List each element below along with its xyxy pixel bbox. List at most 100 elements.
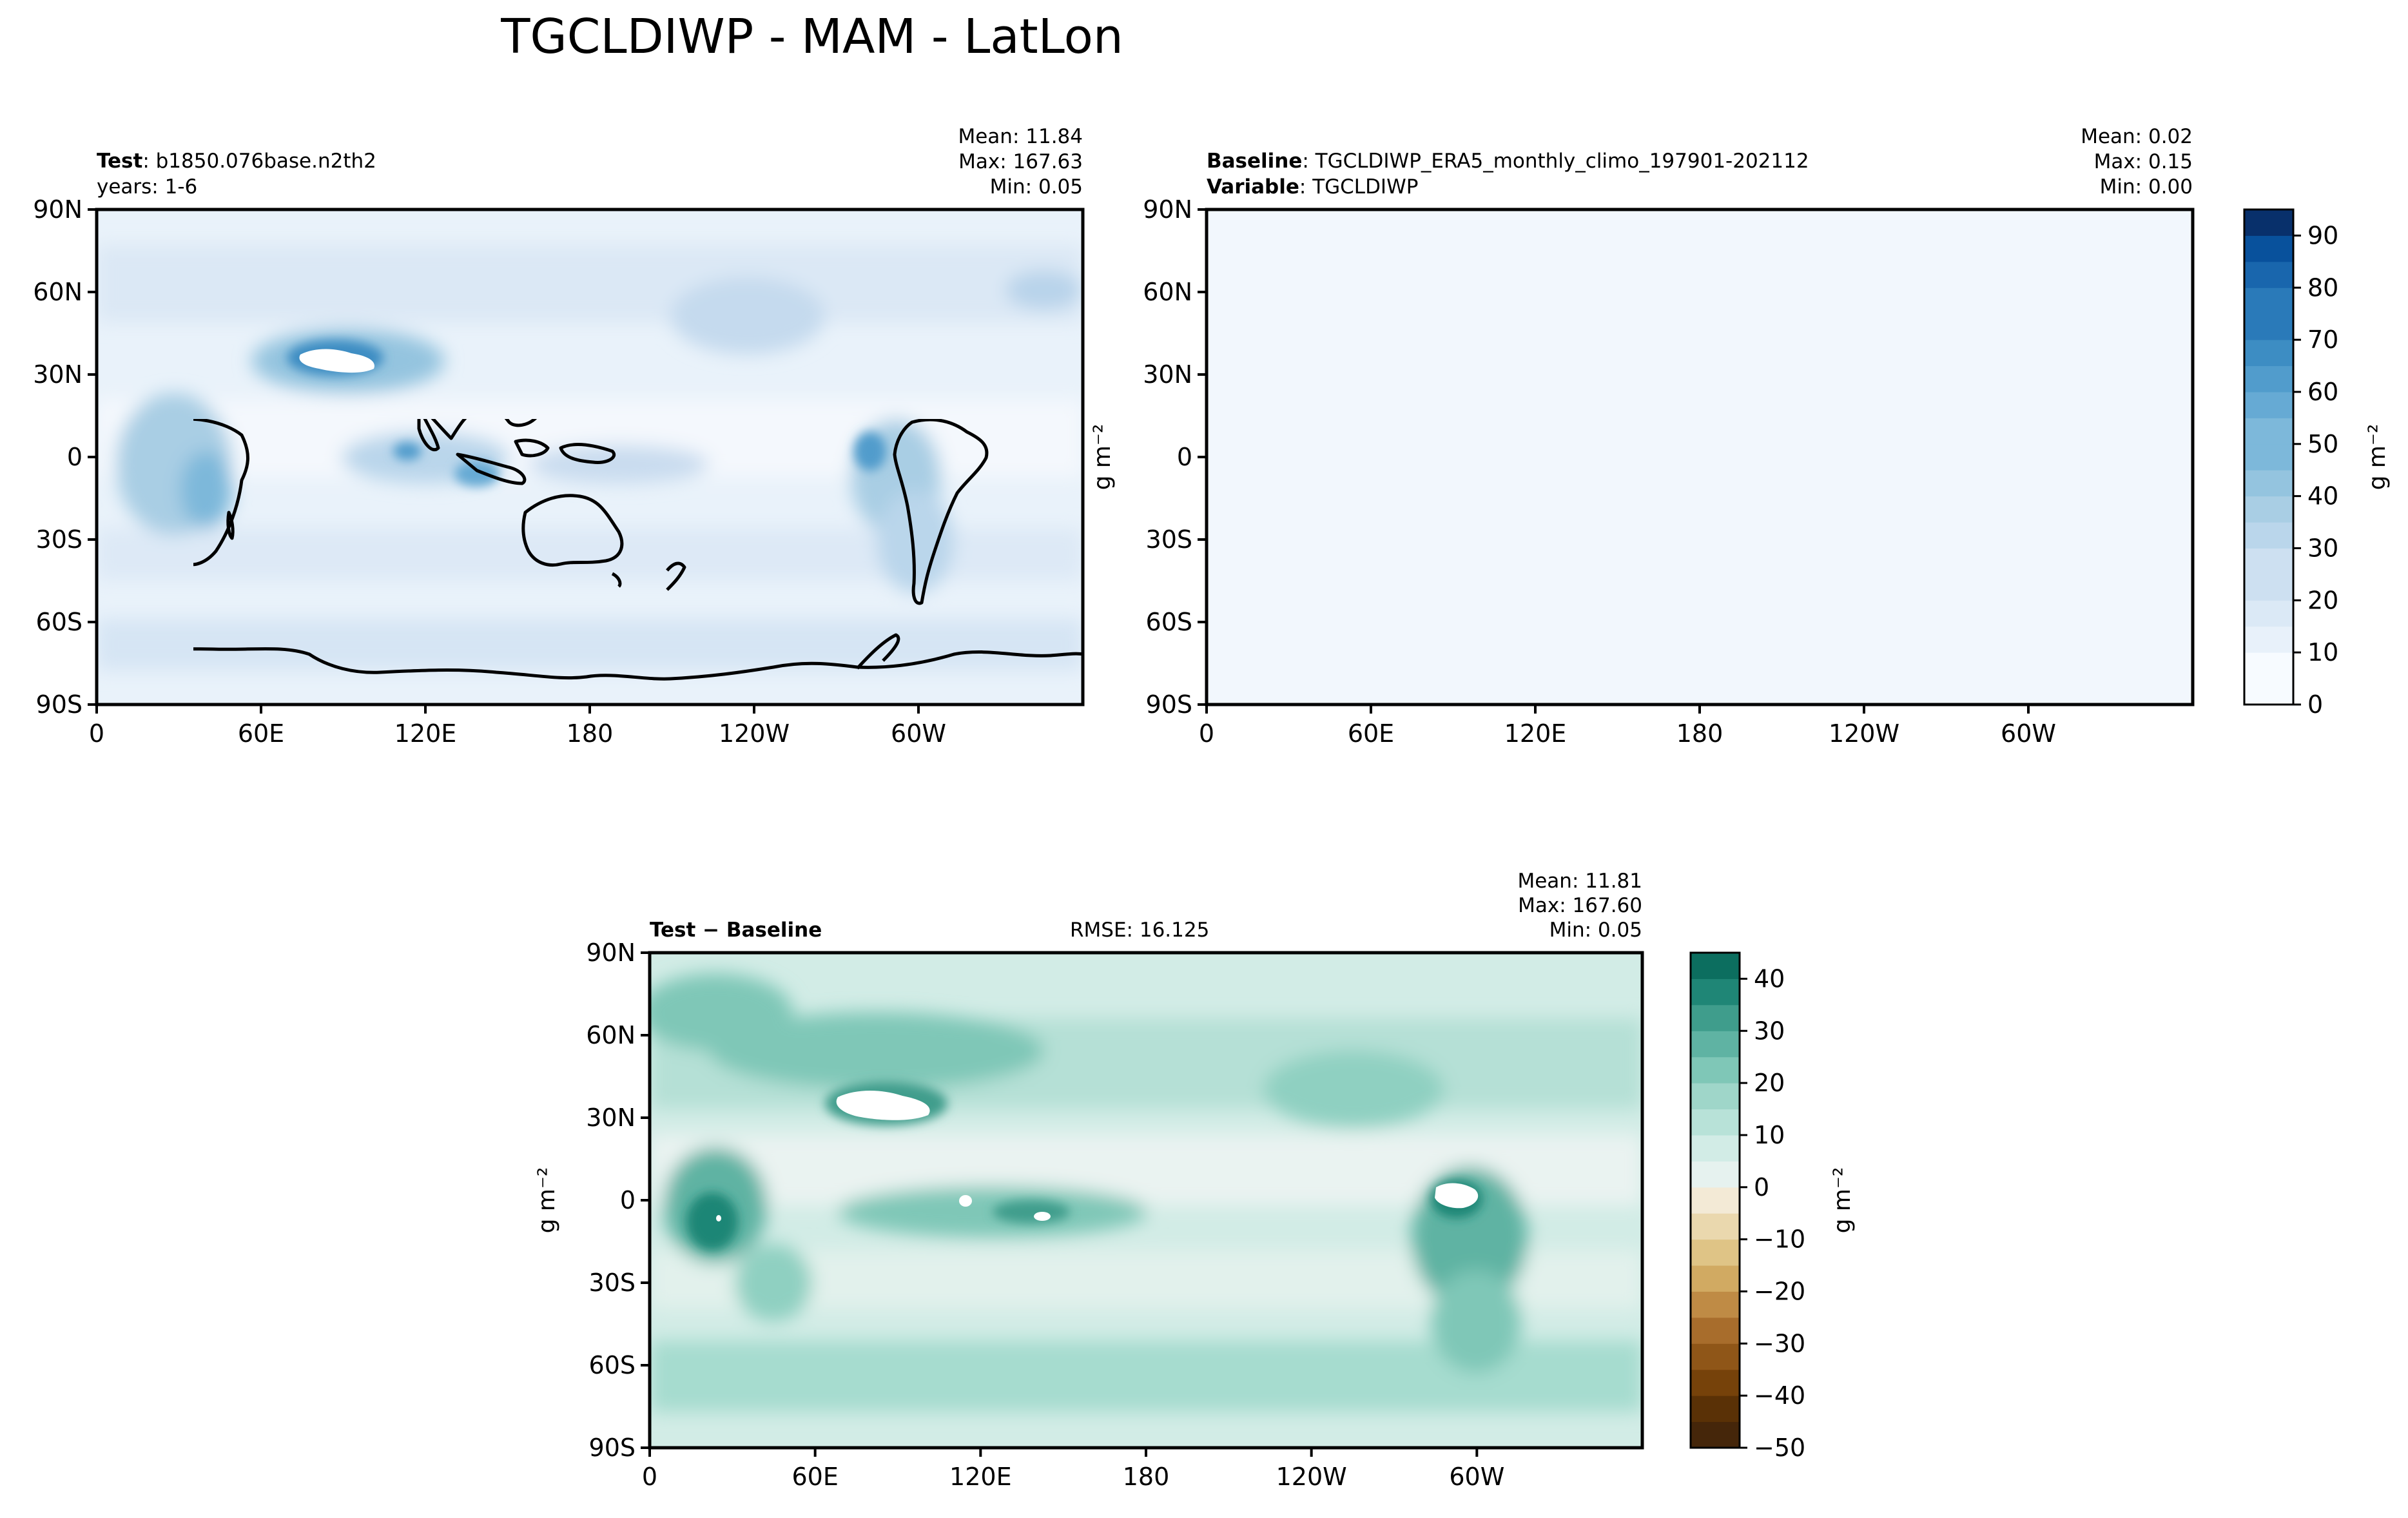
colorbar-top-tick-label: 90 xyxy=(2307,221,2338,249)
colorbar-top-cell xyxy=(2244,391,2293,418)
lon-tick-label: 60W xyxy=(891,719,946,748)
lat-tick-label: 90S xyxy=(589,1434,636,1462)
panel-baseline-label: Baseline: TGCLDIWP_ERA5_monthly_climo_19… xyxy=(1207,150,1809,173)
panel-baseline-ylabel: g m⁻² xyxy=(1089,424,1116,491)
colorbar-top-tick-label: 20 xyxy=(2307,586,2338,614)
lon-tick-label: 60W xyxy=(1449,1463,1504,1491)
colorbar-top-tick-label: 50 xyxy=(2307,430,2338,458)
colorbar-top-tick-label: 60 xyxy=(2307,378,2338,406)
lon-tick-label: 120W xyxy=(1276,1463,1347,1491)
panel-diff-min: Min: 0.05 xyxy=(1549,919,1642,942)
colorbar-top-tick-label: 80 xyxy=(2307,273,2338,302)
panel-baseline-mean: Mean: 0.02 xyxy=(2081,125,2193,148)
colorbar-diff-cell xyxy=(1691,1004,1740,1031)
lon-tick-label: 0 xyxy=(1199,719,1214,748)
colorbar-top-tick-label: 10 xyxy=(2307,638,2338,667)
panel-baseline-field xyxy=(1207,209,2193,705)
lat-tick-label: 60S xyxy=(36,608,83,636)
colorbar-diff-tick-label: −50 xyxy=(1754,1434,1805,1462)
colorbar-diff-cell xyxy=(1691,1317,1740,1344)
lat-tick-label: 60S xyxy=(589,1351,636,1379)
panel-diff-max: Max: 167.60 xyxy=(1518,894,1642,917)
colorbar-top-tick-label: 40 xyxy=(2307,482,2338,511)
colorbar-top-cell xyxy=(2244,626,2293,653)
panel-baseline-min: Min: 0.00 xyxy=(2100,175,2193,199)
colorbar-diff-frame xyxy=(1689,951,1741,1449)
colorbar-diff-cell xyxy=(1691,1161,1740,1188)
colorbar-top-cell xyxy=(2244,678,2293,705)
lat-tick-label: 30N xyxy=(586,1104,636,1132)
colorbar-top-tick-label: 70 xyxy=(2307,326,2338,354)
lat-tick-label: 90N xyxy=(33,195,83,224)
panel-baseline-variable-rest: : TGCLDIWP xyxy=(1299,175,1419,199)
colorbar-diff-cell xyxy=(1691,1031,1740,1058)
colorbar-diff-cell xyxy=(1691,1369,1740,1396)
colorbar-diff-cell xyxy=(1691,1265,1740,1292)
colorbar-diff-cell xyxy=(1691,1134,1740,1162)
colorbar-diff-tick-label: −10 xyxy=(1754,1225,1805,1254)
colorbar-top-frame xyxy=(2243,208,2295,706)
lat-tick-label: 60N xyxy=(1143,278,1192,306)
lat-tick-label: 60S xyxy=(1146,608,1192,636)
colorbar-top-tick-label: 0 xyxy=(2307,690,2323,719)
lat-tick-label: 30S xyxy=(589,1269,636,1297)
colorbar-top-cell xyxy=(2244,522,2293,549)
lat-tick-label: 30N xyxy=(33,360,83,389)
colorbar-top-cell xyxy=(2244,574,2293,601)
lon-tick-label: 120E xyxy=(1504,719,1567,748)
lat-tick-label: 90N xyxy=(1143,195,1192,224)
colorbar-top-tick-label: 30 xyxy=(2307,534,2338,562)
panel-test-min: Min: 0.05 xyxy=(990,175,1083,199)
panel-test-field xyxy=(97,209,1083,705)
panel-test-max: Max: 167.63 xyxy=(958,150,1083,173)
colorbar-top: 0 10 20 30 40 50 60 70 80 90 g m⁻² xyxy=(2243,208,2391,719)
lat-tick-label: 60N xyxy=(586,1021,636,1049)
lon-tick-label: 120E xyxy=(949,1463,1012,1491)
colorbar-diff-tick-label: 0 xyxy=(1754,1173,1769,1202)
colorbar-diff: −50 −40 −30 −20 −10 0 10 20 30 40 g m⁻² xyxy=(1689,951,1856,1462)
lon-tick-label: 0 xyxy=(89,719,104,748)
lat-tick-label: 60N xyxy=(33,278,83,306)
colorbar-diff-cells xyxy=(1691,953,1740,1448)
colorbar-top-cell xyxy=(2244,235,2293,262)
colorbar-diff-tick-label: −40 xyxy=(1754,1381,1805,1410)
panel-test-mean: Mean: 11.84 xyxy=(958,125,1083,148)
colorbar-diff-cell xyxy=(1691,1239,1740,1266)
colorbar-diff-cell xyxy=(1691,1187,1740,1214)
lat-tick-label: 0 xyxy=(620,1186,636,1214)
panel-test-label-bold: Test xyxy=(97,150,143,173)
panel-diff-label: Test − Baseline xyxy=(650,919,822,942)
colorbar-diff-tick-label: 30 xyxy=(1754,1017,1785,1045)
panel-diff-rmse: RMSE: 16.125 xyxy=(1070,919,1209,942)
colorbar-diff-cell xyxy=(1691,1396,1740,1423)
colorbar-top-cell xyxy=(2244,600,2293,627)
colorbar-top-cell xyxy=(2244,287,2293,315)
colorbar-diff-tick-label: 10 xyxy=(1754,1121,1785,1149)
colorbar-diff-cell xyxy=(1691,1083,1740,1110)
colorbar-diff-tick-label: 40 xyxy=(1754,964,1785,993)
lat-tick-label: 30N xyxy=(1143,360,1192,389)
colorbar-diff-tick-label: −20 xyxy=(1754,1277,1805,1305)
colorbar-diff-cell xyxy=(1691,1343,1740,1370)
panel-test: Test: b1850.076base.n2th2 years: 1-6 Mea… xyxy=(95,125,1085,706)
panel-diff-field xyxy=(650,953,1642,1448)
lon-tick-label: 120W xyxy=(719,719,790,748)
colorbar-top-cell xyxy=(2244,496,2293,523)
panel-diff: Test − Baseline RMSE: 16.125 Mean: 11.81… xyxy=(534,870,1644,1450)
lat-tick-label: 90N xyxy=(586,939,636,967)
colorbar-diff-cell xyxy=(1691,1291,1740,1318)
colorbar-diff-cell xyxy=(1691,978,1740,1006)
panel-baseline-variable: Variable: TGCLDIWP xyxy=(1207,175,1418,199)
colorbar-top-cell xyxy=(2244,418,2293,445)
lon-tick-label: 0 xyxy=(642,1463,657,1491)
colorbar-diff-tick-label: −30 xyxy=(1754,1329,1805,1357)
colorbar-top-cell xyxy=(2244,470,2293,497)
colorbar-diff-cell xyxy=(1691,1056,1740,1084)
lon-tick-label: 60E xyxy=(1348,719,1394,748)
lon-tick-label: 120W xyxy=(1829,719,1899,748)
colorbar-diff-tick-label: 20 xyxy=(1754,1069,1785,1097)
